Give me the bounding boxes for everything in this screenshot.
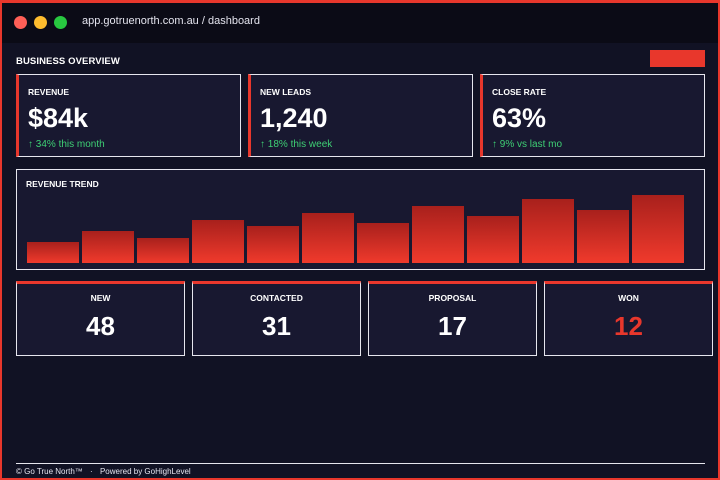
- kpi-value: 63%: [492, 103, 547, 133]
- kpi-label: CLOSE RATE: [492, 87, 547, 97]
- stage-count: 17: [438, 311, 467, 341]
- stage-label: NEW: [90, 293, 111, 303]
- stage-label: PROPOSAL: [428, 293, 477, 303]
- pipeline-stage-won: WON 12: [544, 281, 713, 356]
- kpi-card-new-leads: NEW LEADS 1,240 ↑ 18% this week: [248, 74, 473, 157]
- revenue-bar: [247, 226, 299, 263]
- kpi-delta: ↑ 18% this week: [260, 139, 333, 150]
- kpi-label: NEW LEADS: [260, 87, 311, 97]
- kpi-label: REVENUE: [28, 87, 70, 97]
- close-window-button[interactable]: [14, 16, 27, 29]
- revenue-bar: [137, 238, 189, 263]
- page-title: BUSINESS OVERVIEW: [16, 56, 120, 67]
- kpi-card-revenue: REVENUE $84k ↑ 34% this month: [16, 74, 241, 157]
- stage-label: CONTACTED: [250, 293, 303, 303]
- stage-count: 12: [614, 311, 643, 341]
- revenue-bar: [357, 223, 409, 263]
- revenue-bar: [27, 242, 79, 263]
- revenue-bar: [577, 210, 629, 263]
- footer-copyright: © Go True North™: [16, 467, 83, 476]
- revenue-bar: [192, 220, 244, 263]
- revenue-bar: [412, 206, 464, 263]
- stage-label: WON: [618, 293, 639, 303]
- pipeline-stage-proposal: PROPOSAL 17: [368, 281, 537, 356]
- footer-divider: [16, 463, 705, 464]
- chart-title: REVENUE TREND: [26, 179, 99, 189]
- footer-separator: ·: [90, 467, 93, 476]
- chart-bars-area: [27, 192, 685, 263]
- revenue-bar: [632, 195, 684, 263]
- address-bar-url[interactable]: app.gotruenorth.com.au / dashboard: [82, 15, 260, 27]
- revenue-bar: [82, 231, 134, 263]
- kpi-delta: ↑ 9% vs last mo: [492, 139, 563, 150]
- revenue-trend-chart: REVENUE TREND: [16, 169, 705, 270]
- revenue-bar: [467, 216, 519, 263]
- browser-titlebar: app.gotruenorth.com.au / dashboard: [2, 3, 718, 43]
- pipeline-stage-new: NEW 48: [16, 281, 185, 356]
- footer-powered-by[interactable]: Powered by GoHighLevel: [99, 467, 191, 476]
- maximize-window-button[interactable]: [54, 16, 67, 29]
- minimize-window-button[interactable]: [34, 16, 47, 29]
- stage-count: 48: [86, 311, 115, 341]
- pipeline-stage-contacted: CONTACTED 31: [192, 281, 361, 356]
- kpi-delta: ↑ 34% this month: [28, 139, 105, 150]
- kpi-card-close-rate: CLOSE RATE 63% ↑ 9% vs last mo: [480, 74, 705, 157]
- revenue-bar: [522, 199, 574, 263]
- kpi-value: 1,240: [260, 103, 328, 133]
- stage-count: 31: [262, 311, 291, 341]
- header-action-button[interactable]: [650, 50, 705, 67]
- footer: © Go True North™ · Powered by GoHighLeve…: [16, 467, 191, 476]
- revenue-bar: [302, 213, 354, 263]
- kpi-value: $84k: [28, 103, 89, 133]
